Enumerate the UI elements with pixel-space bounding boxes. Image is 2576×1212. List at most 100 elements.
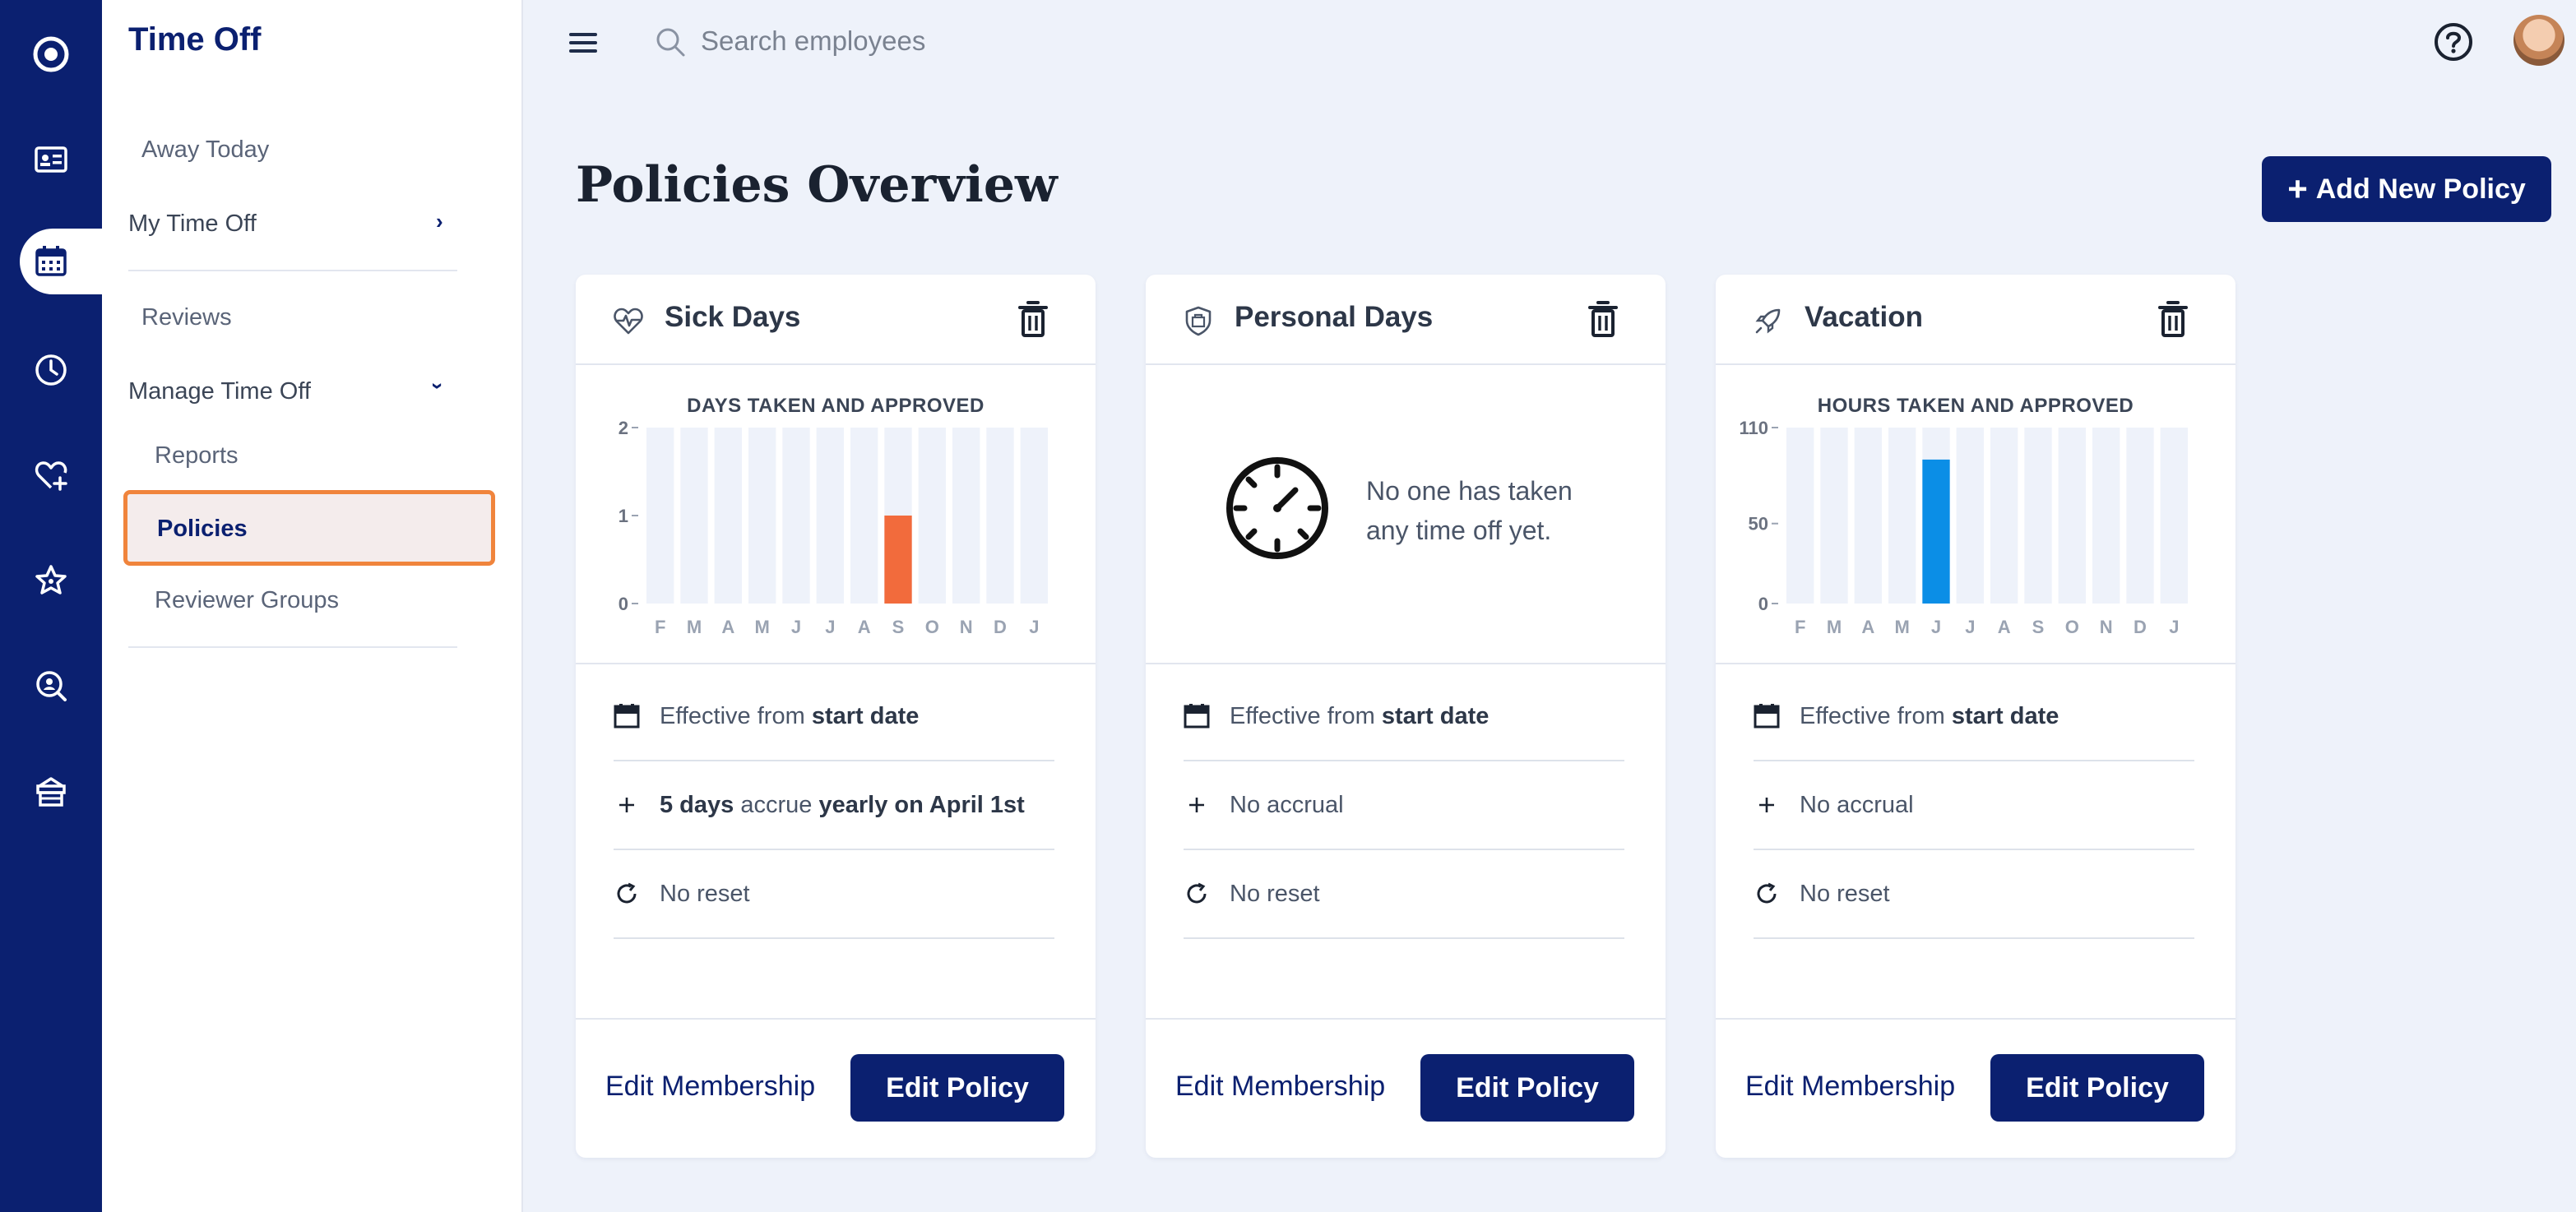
- bar-background: [816, 428, 844, 604]
- edit-membership-link[interactable]: Edit Membership: [1175, 1071, 1386, 1102]
- search-input[interactable]: [701, 20, 1194, 62]
- card-body: HOURS TAKEN AND APPROVED 0 50 110 F M A M J J A S O…: [1716, 365, 2235, 939]
- x-tick-label: A: [1998, 617, 2011, 637]
- edit-policy-button[interactable]: Edit Policy: [1420, 1054, 1634, 1122]
- accrual-text: No accrual: [1230, 791, 1344, 818]
- reset-text: No reset: [1230, 880, 1320, 907]
- effective-prefix: Effective from: [660, 702, 812, 729]
- card-title: Sick Days: [665, 301, 801, 333]
- rail-active-indicator: [20, 229, 105, 294]
- heart-plus-icon[interactable]: [0, 442, 102, 508]
- effective-prefix: Effective from: [1230, 702, 1382, 729]
- plus-icon: [1184, 792, 1210, 818]
- x-tick-label: M: [1827, 617, 1842, 637]
- chart-container: HOURS TAKEN AND APPROVED 0 50 110 F M A M J J A S O…: [1716, 365, 2235, 664]
- bar-background: [1020, 428, 1048, 604]
- nav-reviewer-groups[interactable]: Reviewer Groups: [155, 587, 340, 613]
- y-tick-label: 110: [1740, 418, 1769, 438]
- edit-membership-link[interactable]: Edit Membership: [605, 1071, 816, 1102]
- empty-chart-container: No one has taken any time off yet.: [1146, 365, 1666, 664]
- calendar-icon: [1184, 703, 1210, 729]
- x-tick-label: S: [892, 617, 905, 637]
- x-tick-label: F: [655, 617, 665, 637]
- avatar[interactable]: [2513, 15, 2564, 66]
- trash-icon[interactable]: [1587, 299, 1619, 339]
- effective-value: start date: [1951, 702, 2059, 729]
- effective-value: start date: [1381, 702, 1490, 729]
- card-footer: Edit Membership Edit Policy: [1716, 1018, 2235, 1158]
- card-title: Personal Days: [1235, 301, 1434, 333]
- bar-background: [1990, 428, 2018, 604]
- bar-background: [986, 428, 1014, 604]
- reset-icon: [1754, 881, 1780, 907]
- chevron-right-icon[interactable]: ›: [436, 209, 443, 234]
- gift-box-icon[interactable]: [0, 758, 102, 824]
- clock-icon[interactable]: [0, 337, 102, 403]
- nav-my-time-off[interactable]: My Time Off: [128, 210, 257, 237]
- bar-background: [748, 428, 776, 604]
- accrual-amount: 5 days: [660, 791, 734, 818]
- plus-icon: [614, 792, 640, 818]
- card-footer: Edit Membership Edit Policy: [1146, 1018, 1666, 1158]
- x-tick-label: A: [721, 617, 734, 637]
- y-tick-label: 2: [619, 418, 628, 438]
- trash-icon[interactable]: [1017, 299, 1049, 339]
- hamburger-menu-icon[interactable]: [569, 33, 597, 54]
- x-tick-label: D: [2134, 617, 2147, 637]
- empty-state: No one has taken any time off yet.: [1225, 456, 1613, 565]
- nav-policies[interactable]: Policies: [123, 490, 495, 566]
- bar-background: [1820, 428, 1848, 604]
- plus-icon: [1754, 792, 1780, 818]
- directory-icon[interactable]: [0, 127, 102, 192]
- star-icon[interactable]: [0, 548, 102, 613]
- bar[interactable]: [1922, 459, 1950, 604]
- bar-background: [952, 428, 980, 604]
- nav-manage-time-off[interactable]: Manage Time Off: [128, 378, 311, 405]
- nav-divider: [128, 646, 457, 648]
- edit-policy-button[interactable]: Edit Policy: [1990, 1054, 2204, 1122]
- nav-away-today[interactable]: Away Today: [141, 136, 270, 163]
- x-tick-label: F: [1795, 617, 1805, 637]
- rocket-icon: [1752, 304, 1785, 337]
- edit-membership-link[interactable]: Edit Membership: [1745, 1071, 1956, 1102]
- effective-row: Effective from start date: [1754, 673, 2194, 761]
- nav-policies-label: Policies: [157, 516, 248, 542]
- bar[interactable]: [884, 516, 912, 604]
- accrual-text: No accrual: [1800, 791, 1914, 818]
- bar-background: [1956, 428, 1984, 604]
- add-new-policy-label: Add New Policy: [2315, 173, 2526, 205]
- effective-row: Effective from start date: [1184, 673, 1624, 761]
- effective-value: start date: [811, 702, 920, 729]
- x-tick-label: M: [1895, 617, 1910, 637]
- search-person-icon[interactable]: [0, 653, 102, 719]
- empty-state-text: No one has taken any time off yet.: [1366, 475, 1573, 545]
- x-tick-label: D: [994, 617, 1007, 637]
- chart-title: DAYS TAKEN AND APPROVED: [687, 395, 985, 417]
- add-new-policy-button[interactable]: + Add New Policy: [2262, 156, 2551, 222]
- plus-icon: +: [2287, 169, 2308, 208]
- x-tick-label: J: [825, 617, 835, 637]
- accrual-schedule: yearly on April 1st: [818, 791, 1025, 818]
- reset-icon: [614, 881, 640, 907]
- x-tick-label: J: [1965, 617, 1975, 637]
- bar-background: [1854, 428, 1882, 604]
- effective-row: Effective from start date: [614, 673, 1054, 761]
- chevron-down-icon[interactable]: ›: [425, 382, 451, 390]
- calendar-icon: [614, 703, 640, 729]
- edit-policy-button[interactable]: Edit Policy: [850, 1054, 1064, 1122]
- calendar-icon[interactable]: [0, 229, 102, 294]
- nav-reviews[interactable]: Reviews: [141, 304, 232, 331]
- bar-background: [2058, 428, 2086, 604]
- trash-icon[interactable]: [2157, 299, 2189, 339]
- nav-reports[interactable]: Reports: [155, 442, 239, 469]
- help-icon[interactable]: [2433, 21, 2474, 67]
- stopwatch-icon: [1225, 456, 1330, 565]
- home-icon[interactable]: [0, 21, 102, 87]
- bar-background: [782, 428, 810, 604]
- bar-background: [918, 428, 946, 604]
- accrual-mid: accrue: [734, 791, 819, 818]
